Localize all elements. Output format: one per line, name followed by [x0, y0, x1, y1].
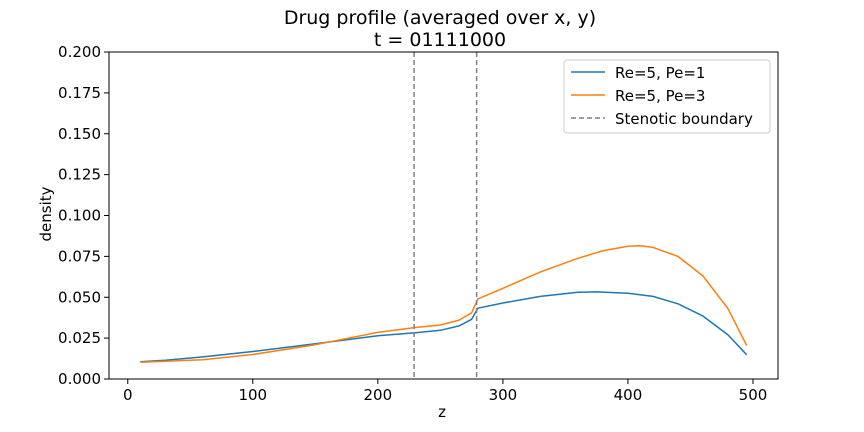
y-tick-label: 0.000 — [58, 370, 101, 388]
y-tick-label: 0.100 — [58, 207, 101, 225]
legend: Re=5, Pe=1 Re=5, Pe=3 Stenotic boundary — [563, 59, 771, 134]
x-tick-label: 200 — [364, 386, 393, 404]
x-tick-label: 100 — [238, 386, 267, 404]
x-tick-label: 500 — [739, 386, 768, 404]
series-line-1 — [140, 291, 748, 363]
plot-area: 0 100 200 300 400 500 0.000 0.025 0.050 0.075 0.10… — [58, 43, 779, 404]
x-tick-label: 300 — [489, 386, 518, 404]
legend-label-series-2: Re=5, Pe=3 — [615, 87, 705, 105]
series-line-2 — [140, 244, 748, 363]
x-axis-label: z — [438, 403, 446, 421]
y-tick-label: 0.200 — [58, 43, 101, 61]
x-tick-label: 0 — [123, 386, 133, 404]
chart-title: Drug profile (averaged over x, y) — [284, 7, 596, 29]
legend-frame — [563, 59, 771, 134]
y-tick-label: 0.150 — [58, 125, 101, 143]
y-tick-label: 0.075 — [58, 247, 101, 265]
legend-label-series-1: Re=5, Pe=1 — [615, 64, 705, 82]
legend-label-vlines: Stenotic boundary — [615, 110, 753, 128]
y-axis-label: density — [37, 186, 55, 241]
chart-subtitle: t = 01111000 — [374, 29, 506, 51]
y-tick-label: 0.025 — [58, 329, 101, 347]
y-tick-label: 0.125 — [58, 166, 101, 184]
y-tick-label: 0.175 — [58, 84, 101, 102]
x-tick-label: 400 — [614, 386, 643, 404]
y-tick-label: 0.050 — [58, 288, 101, 306]
